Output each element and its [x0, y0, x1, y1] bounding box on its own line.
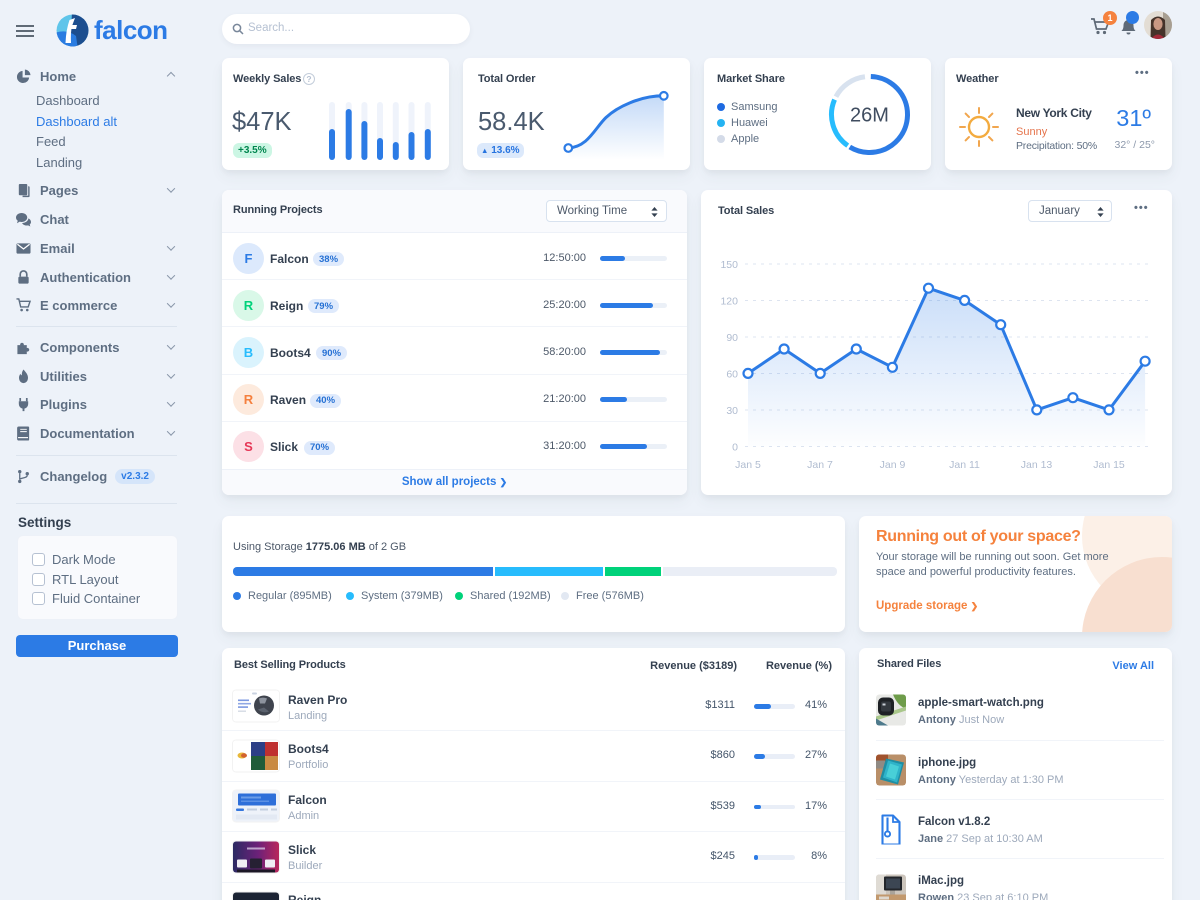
svg-text:Jan 11: Jan 11 [949, 459, 980, 471]
svg-text:Jan 13: Jan 13 [1021, 459, 1053, 471]
svg-text:Jan 9: Jan 9 [880, 459, 906, 471]
svg-text:Jan 7: Jan 7 [807, 459, 833, 471]
svg-text:26M: 26M [850, 105, 889, 127]
svg-text:Jan 5: Jan 5 [735, 459, 761, 471]
svg-text:30: 30 [726, 405, 738, 417]
svg-text:60: 60 [726, 369, 738, 381]
svg-text:0: 0 [732, 442, 738, 454]
svg-text:90: 90 [726, 332, 738, 344]
svg-text:150: 150 [720, 259, 738, 271]
svg-text:120: 120 [720, 296, 738, 308]
svg-text:Jan 15: Jan 15 [1093, 459, 1125, 471]
